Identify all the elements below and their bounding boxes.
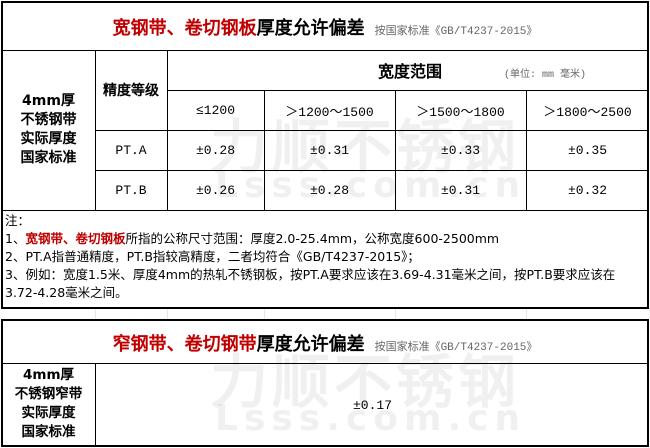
note-text: 所指的公称尺寸范围：厚度2.0-25.4mm，公称宽度600-2500mm [125,231,500,246]
column-header: ＞1800～2500 [543,104,632,120]
standard-ref: 按国家标准《GB/T4237-2015》 [374,342,538,354]
width-header: 宽度范围 [377,62,442,81]
table1-title: 宽钢带、卷切钢板 厚度允许偏差 按国家标准《GB/T4237-2015》 [0,14,650,40]
column-header: ≤1200 [195,102,235,118]
unit-label: (单位: mm 毫米) [503,70,586,81]
label-line: 不锈钢带 [20,112,77,128]
notes: 注： 1、宽钢带、卷切钢板所指的公称尺寸范围：厚度2.0-25.4mm，公称宽度… [5,212,645,302]
label-line: 国家标准 [20,150,77,166]
standard-ref: 按国家标准《GB/T4237-2015》 [374,26,538,38]
notes-heading: 注： [5,213,31,228]
table-cell: ±0.28 [195,142,235,158]
title-black: 厚度允许偏差 [256,18,365,39]
title-black: 厚度允许偏差 [256,334,365,355]
table-cell: ±0.28 [309,182,349,198]
note-2: 2、PT.A指普通精度，PT.B指较高精度，二者均符合《GB/T4237-201… [5,249,420,264]
table2-title: 窄钢带、卷切钢带 厚度允许偏差 按国家标准《GB/T4237-2015》 [0,330,650,356]
note-prefix: 1、 [5,231,26,246]
table-cell: ±0.33 [440,142,480,158]
note-highlight: 宽钢带、卷切钢板 [25,231,126,246]
table-cell: ±0.31 [309,142,349,158]
table-cell: ±0.31 [440,182,480,198]
tolerance-value: ±0.17 [352,397,392,413]
note-1: 1、宽钢带、卷切钢板所指的公称尺寸范围：厚度2.0-25.4mm，公称宽度600… [5,230,645,248]
table2-left-label: 4mm厚 不锈钢窄带 实际厚度 国家标准 [2,366,95,442]
table-cell: ±0.32 [567,182,607,198]
table-cell: ±0.26 [195,182,235,198]
table1-left-label: 4mm厚 不锈钢带 实际厚度 国家标准 [2,92,95,168]
label-line: 4mm厚 [22,367,75,383]
narrow-strip-table [1,319,649,447]
grade-pt-b: PT.B [115,182,147,198]
title-red: 宽钢带、卷切钢板 [112,18,257,39]
label-line: 4mm厚 [22,93,75,109]
column-header: ＞1200～1500 [285,104,374,120]
label-line: 不锈钢窄带 [14,386,83,402]
table-cell: ±0.35 [567,142,607,158]
label-line: 实际厚度 [21,405,76,421]
label-line: 实际厚度 [20,131,77,147]
title-red: 窄钢带、卷切钢带 [112,334,257,355]
note-3: 3、例如：宽度1.5米、厚度4mm的热轧不锈钢板，按PT.A要求应该在3.69-… [5,267,616,300]
grade-pt-a: PT.A [115,142,147,158]
column-header: ＞1500～1800 [416,104,505,120]
wide-strip-table [1,1,649,309]
grade-header: 精度等级 [103,83,159,99]
label-line: 国家标准 [21,424,76,440]
